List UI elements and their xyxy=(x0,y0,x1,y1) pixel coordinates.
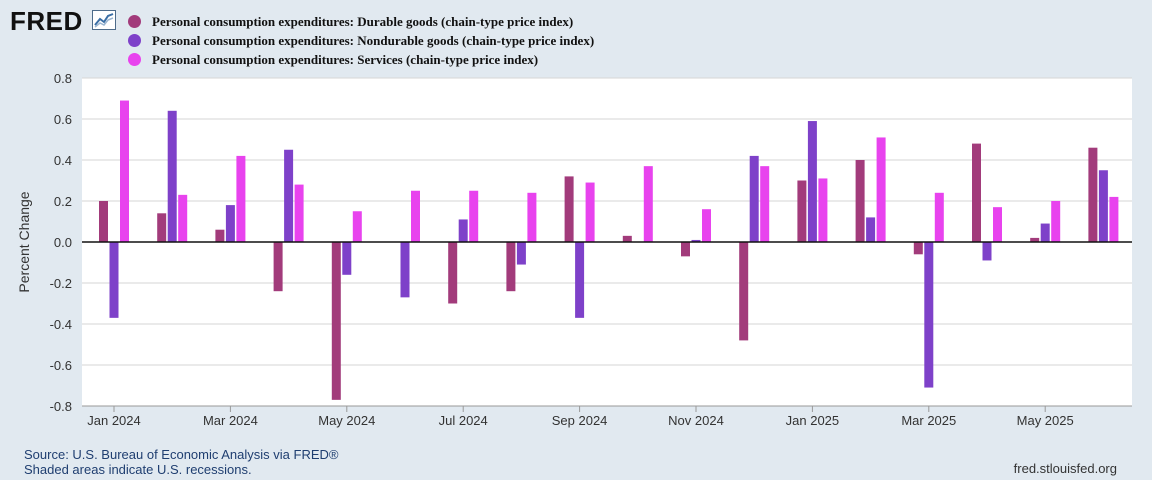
chart-footer: Source: U.S. Bureau of Economic Analysis… xyxy=(24,447,338,477)
y-tick-label: 0.6 xyxy=(54,112,72,127)
x-tick-label: Jul 2024 xyxy=(439,413,488,428)
bar-nondurable xyxy=(866,217,876,242)
legend-item-services[interactable]: Personal consumption expenditures: Servi… xyxy=(128,50,594,69)
legend-label-services: Personal consumption expenditures: Servi… xyxy=(152,51,539,67)
bar-services xyxy=(876,137,886,242)
bar-services xyxy=(527,192,537,242)
bar-nondurable xyxy=(982,242,992,261)
legend-marker-nondurable xyxy=(128,34,141,47)
bar-nondurable xyxy=(225,205,235,242)
bar-nondurable xyxy=(575,242,585,318)
bar-services xyxy=(702,209,711,242)
legend-label-nondurable: Personal consumption expenditures: Nondu… xyxy=(152,32,595,48)
bar-nondurable xyxy=(458,219,468,242)
bar-nondurable xyxy=(284,149,294,242)
y-tick-label: -0.2 xyxy=(50,276,72,291)
bar-durable xyxy=(331,242,341,400)
bar-nondurable xyxy=(167,110,177,242)
legend-item-durable[interactable]: Personal consumption expenditures: Durab… xyxy=(128,12,594,31)
x-tick-label: Sep 2024 xyxy=(552,413,608,428)
bar-nondurable xyxy=(400,242,410,298)
y-axis-title: Percent Change xyxy=(16,191,32,292)
x-tick-label: Mar 2024 xyxy=(203,413,258,428)
bar-durable xyxy=(913,242,923,255)
bar-durable xyxy=(1030,237,1040,242)
bar-nondurable xyxy=(1098,170,1108,242)
bar-services xyxy=(120,100,129,242)
bar-durable xyxy=(99,201,108,242)
bar-durable xyxy=(972,143,981,242)
y-tick-label: 0.4 xyxy=(54,153,72,168)
bar-durable xyxy=(622,235,632,242)
bar-services xyxy=(993,207,1002,242)
bar-services xyxy=(411,190,420,242)
y-tick-label: -0.6 xyxy=(50,358,72,373)
y-tick-label: -0.4 xyxy=(50,317,72,332)
bar-services xyxy=(643,166,653,242)
y-tick-label: 0.0 xyxy=(54,235,72,250)
bar-durable xyxy=(797,180,807,242)
x-tick-label: Jan 2024 xyxy=(87,413,141,428)
x-tick-label: Nov 2024 xyxy=(668,413,724,428)
bar-nondurable xyxy=(924,242,934,388)
bar-durable xyxy=(448,242,458,304)
bar-services xyxy=(1109,196,1119,242)
bar-durable xyxy=(157,213,167,242)
source-note: Source: U.S. Bureau of Economic Analysis… xyxy=(24,447,339,462)
bar-services xyxy=(469,190,479,242)
bar-durable xyxy=(215,229,225,242)
x-tick-label: May 2024 xyxy=(318,413,375,428)
bar-services xyxy=(760,166,770,242)
bar-durable xyxy=(681,242,690,257)
bar-services xyxy=(294,184,304,242)
bar-nondurable xyxy=(749,155,759,242)
bar-services xyxy=(818,178,828,242)
bar-nondurable xyxy=(342,242,352,275)
fred-logo[interactable]: FRED xyxy=(10,6,83,36)
bar-services xyxy=(352,211,362,242)
bar-nondurable xyxy=(516,242,526,265)
recession-note: Shaded areas indicate U.S. recessions. xyxy=(24,462,252,477)
y-tick-label: 0.2 xyxy=(54,194,72,209)
legend-item-nondurable[interactable]: Personal consumption expenditures: Nondu… xyxy=(128,31,594,50)
fred-chart-line-icon xyxy=(92,10,116,30)
bar-services xyxy=(178,194,188,242)
y-tick-label: 0.8 xyxy=(54,71,72,86)
bar-durable xyxy=(273,242,283,292)
bar-durable xyxy=(506,242,516,292)
legend-label-durable: Personal consumption expenditures: Durab… xyxy=(152,13,574,29)
y-tick-label: -0.8 xyxy=(50,399,72,414)
bar-services xyxy=(585,182,595,242)
bar-durable xyxy=(739,242,749,341)
x-tick-label: Jan 2025 xyxy=(786,413,840,428)
legend-marker-durable xyxy=(128,15,141,28)
bar-nondurable xyxy=(1040,223,1050,242)
chart-legend: Personal consumption expenditures: Durab… xyxy=(128,12,594,69)
bar-nondurable xyxy=(807,121,817,242)
x-tick-label: Mar 2025 xyxy=(901,413,956,428)
legend-marker-services xyxy=(128,53,141,66)
bar-services xyxy=(236,155,246,242)
bar-services xyxy=(1051,201,1061,242)
bar-services xyxy=(934,192,944,242)
bar-durable xyxy=(1088,147,1098,242)
bar-nondurable xyxy=(109,242,119,318)
bar-nondurable xyxy=(691,239,701,242)
fred-url-link[interactable]: fred.stlouisfed.org xyxy=(1013,461,1117,476)
bar-durable xyxy=(564,176,574,242)
x-tick-label: May 2025 xyxy=(1017,413,1074,428)
bar-durable xyxy=(855,160,865,242)
